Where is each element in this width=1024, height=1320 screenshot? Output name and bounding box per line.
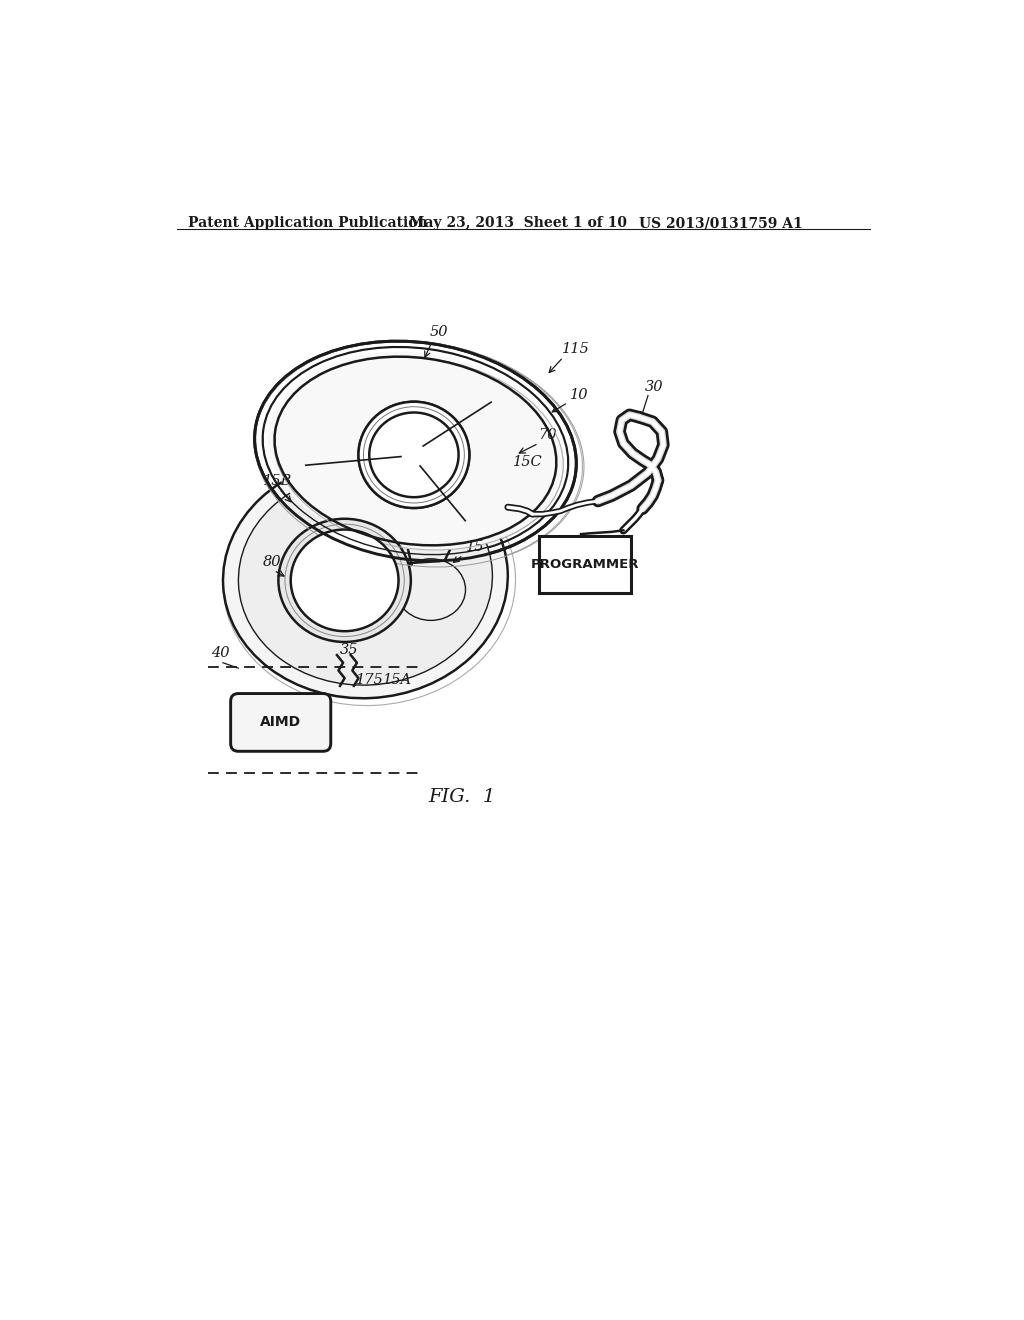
Text: Patent Application Publication: Patent Application Publication	[188, 216, 428, 230]
Text: May 23, 2013  Sheet 1 of 10: May 23, 2013 Sheet 1 of 10	[410, 216, 628, 230]
Text: 25: 25	[275, 741, 294, 754]
Text: FIG.  1: FIG. 1	[428, 788, 496, 807]
Ellipse shape	[268, 351, 563, 550]
Text: 50: 50	[429, 325, 447, 338]
Text: US 2013/0131759 A1: US 2013/0131759 A1	[639, 216, 803, 230]
FancyBboxPatch shape	[230, 693, 331, 751]
Text: 30: 30	[645, 380, 664, 393]
Text: PROGRAMMER: PROGRAMMER	[530, 558, 639, 572]
Text: 40: 40	[211, 647, 230, 660]
FancyBboxPatch shape	[539, 536, 631, 594]
Ellipse shape	[370, 412, 459, 498]
Text: 15B: 15B	[263, 474, 292, 488]
Ellipse shape	[370, 412, 459, 498]
Text: 175: 175	[356, 673, 384, 688]
Text: 15A: 15A	[383, 673, 413, 688]
Text: 20: 20	[573, 568, 592, 581]
Text: 115: 115	[562, 342, 590, 356]
Text: 35: 35	[340, 643, 358, 656]
Text: 15C: 15C	[513, 455, 543, 470]
Text: 70: 70	[539, 429, 557, 442]
Text: 15: 15	[466, 540, 484, 554]
Ellipse shape	[358, 401, 469, 508]
Text: 80: 80	[263, 556, 282, 569]
Ellipse shape	[291, 529, 398, 631]
Ellipse shape	[223, 458, 508, 698]
Text: AIMD: AIMD	[260, 715, 301, 729]
Ellipse shape	[358, 401, 469, 508]
Ellipse shape	[279, 519, 411, 642]
Text: 10: 10	[570, 388, 589, 401]
Ellipse shape	[396, 558, 466, 620]
Ellipse shape	[239, 471, 493, 685]
